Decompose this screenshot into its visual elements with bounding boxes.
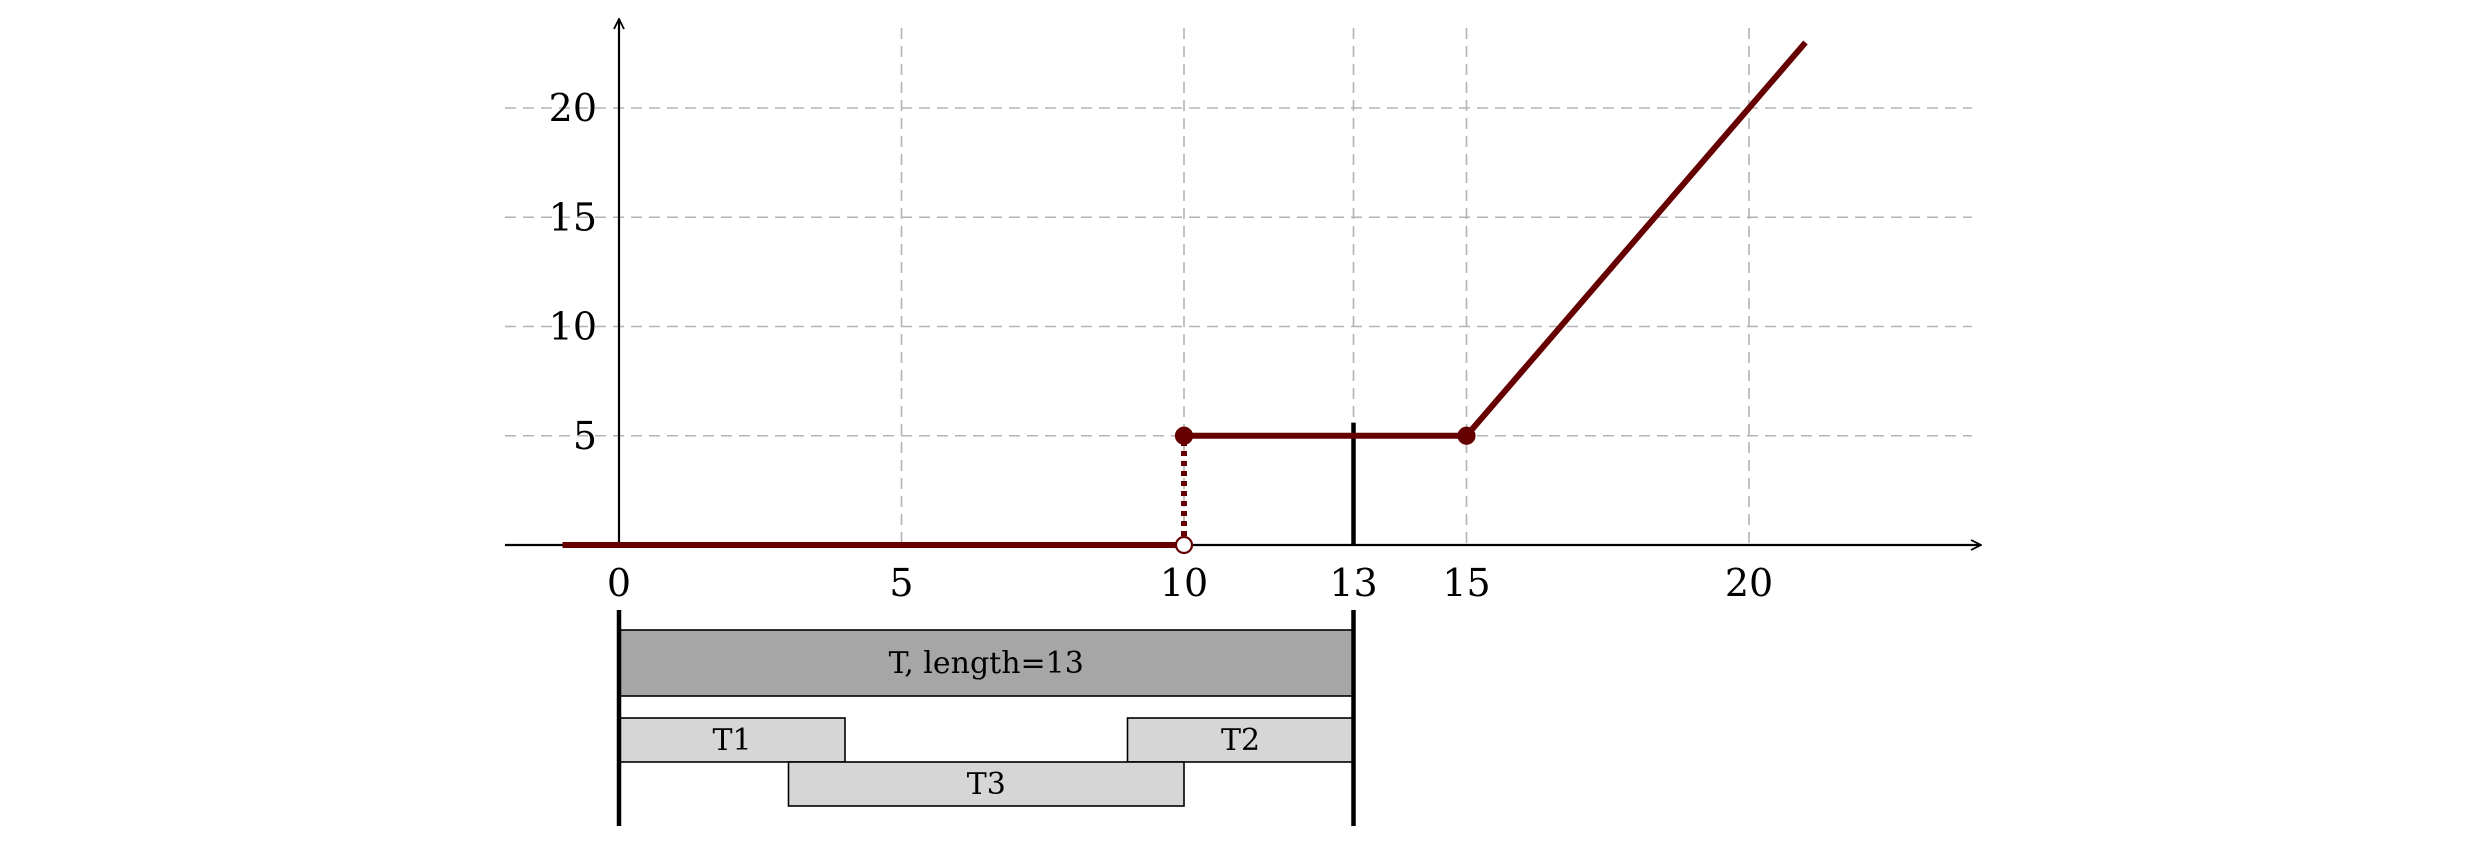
interval-bar-label: T2 xyxy=(1221,723,1260,758)
interval-bar-label: T1 xyxy=(712,723,751,758)
interval-bar xyxy=(618,629,1355,697)
grid xyxy=(505,28,1972,545)
x-tick-label: 20 xyxy=(1725,561,1773,605)
y-tick-label: 15 xyxy=(549,195,597,239)
interval-bar-label: T3 xyxy=(967,767,1006,802)
x-tick-label: 15 xyxy=(1442,561,1490,605)
interval-bar xyxy=(618,717,846,763)
x-tick-label: 5 xyxy=(889,561,913,605)
series-line xyxy=(562,40,1808,555)
x-tick-label: 13 xyxy=(1329,561,1377,605)
interval-bars: T, length=13 T1 T2 T3 xyxy=(616,610,1356,826)
filled-point xyxy=(1457,426,1476,445)
filled-point xyxy=(1174,426,1194,445)
y-tick-label: 5 xyxy=(573,414,597,458)
y-tick-label: 20 xyxy=(549,86,597,130)
series-segment xyxy=(1464,40,1808,438)
axes: 0 5 10 13 15 20 5 10 15 20 xyxy=(505,20,1980,605)
open-point xyxy=(1174,535,1194,555)
x-tick-label: 10 xyxy=(1160,561,1208,605)
interval-bar xyxy=(787,761,1185,807)
interval-bar-label: T, length=13 xyxy=(889,646,1084,681)
y-tick-label: 10 xyxy=(549,305,597,349)
x-tick-label: 0 xyxy=(607,561,631,605)
